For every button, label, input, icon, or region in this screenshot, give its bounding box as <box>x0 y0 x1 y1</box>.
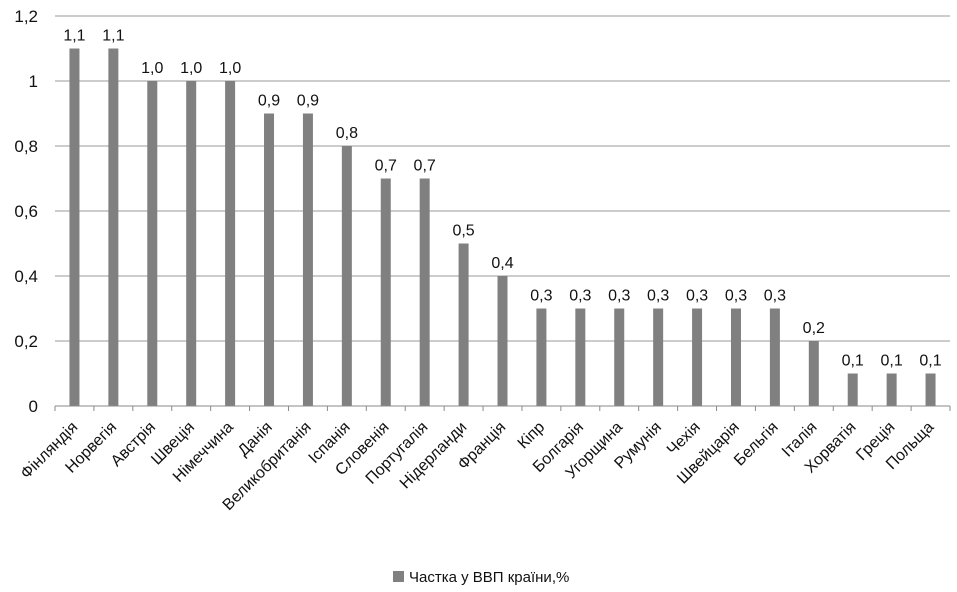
bar <box>730 308 741 406</box>
bar <box>886 373 897 406</box>
bars <box>69 48 936 406</box>
data-label: 1,0 <box>219 60 241 77</box>
data-label: 1,1 <box>63 28 85 45</box>
bar <box>692 308 703 406</box>
data-label: 0,3 <box>608 288 630 305</box>
gridlines <box>55 15 950 342</box>
data-label: 0,7 <box>414 158 436 175</box>
y-tick-label: 0,8 <box>14 137 38 156</box>
legend-swatch <box>393 571 404 582</box>
legend: Частка у ВВП країни,% <box>393 569 569 586</box>
bar <box>497 276 508 406</box>
bar <box>341 146 352 406</box>
bar <box>769 308 780 406</box>
data-label: 0,3 <box>764 288 786 305</box>
x-axis-ticks <box>54 406 951 411</box>
data-label: 0,3 <box>686 288 708 305</box>
bar <box>225 81 236 406</box>
x-tick-label: Бельгія <box>731 419 782 470</box>
bar <box>808 341 819 406</box>
y-tick-label: 0 <box>29 397 38 416</box>
bar <box>108 48 119 406</box>
y-tick-label: 1 <box>29 72 38 91</box>
y-axis-ticks: 0 0,2 0,4 0,6 0,8 1 1,2 <box>14 7 38 416</box>
y-tick-label: 0,6 <box>14 202 38 221</box>
bar <box>147 81 158 406</box>
bar <box>653 308 664 406</box>
bar <box>614 308 625 406</box>
bar <box>536 308 547 406</box>
data-label: 0,3 <box>725 288 747 305</box>
bar <box>925 373 936 406</box>
data-label: 0,3 <box>530 288 552 305</box>
data-label: 0,9 <box>258 93 280 110</box>
x-tick-label: Кіпр <box>515 419 549 453</box>
bar <box>69 48 80 406</box>
data-label: 0,3 <box>647 288 669 305</box>
bar <box>575 308 586 406</box>
y-tick-label: 1,2 <box>14 7 38 26</box>
bar <box>380 178 391 406</box>
bar <box>419 178 430 406</box>
data-label: 1,1 <box>102 28 124 45</box>
data-label: 1,0 <box>180 60 202 77</box>
data-label: 0,1 <box>881 353 903 370</box>
data-label: 0,8 <box>336 125 358 142</box>
data-label: 0,5 <box>452 223 474 240</box>
bar <box>847 373 858 406</box>
bar <box>458 243 469 406</box>
data-label: 0,7 <box>375 158 397 175</box>
bar <box>186 81 197 406</box>
data-label: 0,4 <box>491 255 513 272</box>
bar <box>302 113 313 406</box>
data-label: 1,0 <box>141 60 163 77</box>
legend-label: Частка у ВВП країни,% <box>409 569 569 586</box>
data-label: 0,2 <box>803 320 825 337</box>
data-label: 0,1 <box>919 353 941 370</box>
y-tick-label: 0,2 <box>14 332 38 351</box>
data-label: 0,3 <box>569 288 591 305</box>
bar <box>264 113 275 406</box>
data-labels: 1,1 1,1 1,0 1,0 1,0 0,9 0,9 0,8 0,7 0,7 0,5 0,4 0,3 0… <box>63 28 941 370</box>
x-axis-labels: ФінляндіяНорвегіяАвстріяШвеціяНімеччинаД… <box>18 419 938 514</box>
y-tick-label: 0,4 <box>14 267 38 286</box>
data-label: 0,9 <box>297 93 319 110</box>
data-label: 0,1 <box>842 353 864 370</box>
